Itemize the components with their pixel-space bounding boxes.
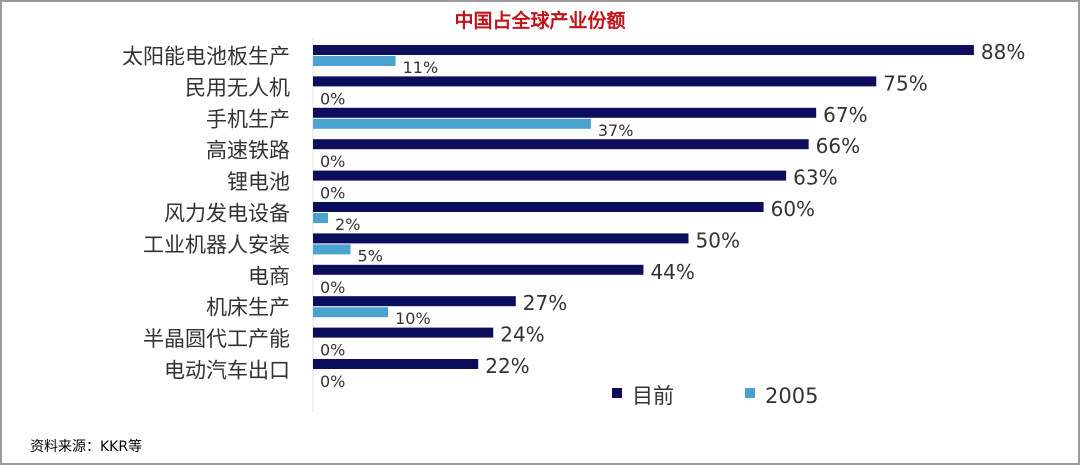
value-label-current: 22% [485,354,529,378]
category-label: 高速铁路 [206,139,290,163]
bar-current [313,202,764,212]
value-label-current: 67% [823,103,867,127]
bar-current [313,233,689,244]
value-label-current: 44% [650,260,694,284]
category-label: 手机生产 [206,107,290,131]
chart-title: 中国占全球产业份额 [454,10,626,32]
bar-2005 [313,213,329,223]
value-label-current: 63% [793,166,837,190]
legend-swatch-2005 [745,388,755,398]
legend-swatch-current [612,388,622,398]
bar-current [313,76,877,87]
value-label-2005: 10% [395,309,431,328]
legend-label-current: 目前 [632,384,674,408]
category-label: 机床生产 [206,296,290,320]
bar-2005 [313,118,591,129]
bar-current [313,296,516,307]
value-label-2005: 0% [320,278,345,297]
value-label-current: 60% [771,197,815,221]
bar-current [313,45,974,55]
value-label-2005: 0% [320,152,345,171]
value-label-current: 27% [523,291,567,315]
bar-2005 [313,56,396,66]
category-label: 工业机器人安装 [143,233,290,257]
value-label-current: 24% [500,323,544,347]
bar-2005 [313,307,389,318]
bar-2005 [313,244,351,255]
value-label-current: 88% [981,40,1025,64]
bar-current [313,139,809,150]
value-label-2005: 0% [320,341,345,360]
value-label-2005: 0% [320,184,345,203]
value-label-2005: 37% [598,121,634,140]
category-label: 民用无人机 [185,76,290,100]
category-label: 半晶圆代工产能 [143,327,290,351]
bar-current [313,264,644,275]
bar-current [313,107,817,118]
category-label: 风力发电设备 [164,202,290,226]
category-label: 电商 [248,264,290,288]
value-label-current: 75% [883,71,927,95]
value-label-2005: 0% [320,372,345,391]
category-label: 太阳能电池板生产 [122,45,290,69]
legend-label-2005: 2005 [765,384,818,408]
category-label: 锂电池 [227,170,290,194]
bar-current [313,170,787,181]
value-label-current: 50% [696,228,740,252]
value-label-2005: 11% [403,58,439,77]
source-note: 资料来源：KKR等 [30,439,143,455]
category-label: 电动汽车出口 [164,359,290,383]
value-label-2005: 2% [335,215,360,234]
value-label-current: 66% [816,134,860,158]
bar-current [313,359,479,369]
value-label-2005: 5% [358,246,383,265]
bar-current [313,327,494,338]
value-label-2005: 0% [320,89,345,108]
